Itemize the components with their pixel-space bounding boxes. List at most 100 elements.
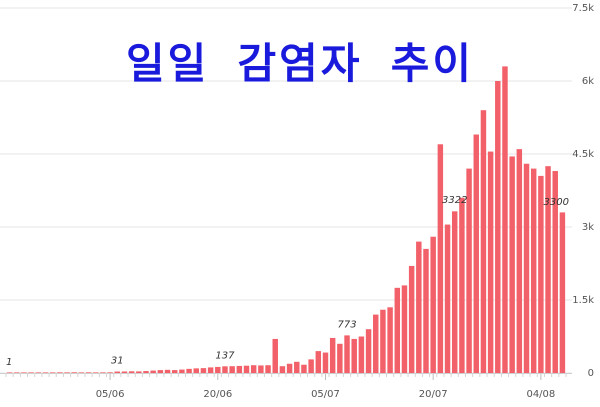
bar [416,241,422,373]
bar [250,365,257,373]
bar [157,370,164,373]
bar [459,197,465,373]
data-label: 3300 [544,197,569,208]
bar [150,370,156,373]
bar [523,163,530,373]
bar [437,144,444,373]
bar [358,336,365,373]
x-tick-label: 05/07 [311,389,340,400]
bar [136,371,142,373]
bar [387,307,393,373]
data-label: 773 [337,319,356,330]
bar [107,372,113,373]
bar [344,335,350,373]
bar [538,175,544,373]
bar [495,81,501,373]
bar [559,212,566,373]
bar [207,367,214,373]
bar [222,366,228,373]
bar [85,372,92,373]
y-tick-label: 4.5k [572,149,594,160]
bar [401,285,408,373]
bar [193,368,199,373]
bar [200,368,207,373]
bar [329,337,336,373]
bar [100,372,106,373]
bar [480,110,487,373]
bar [423,248,429,373]
data-label: 31 [111,356,124,367]
bar [64,372,70,373]
bar [243,365,250,373]
bar [530,168,537,373]
bar [430,236,436,373]
bar [258,365,264,373]
bar [78,372,85,373]
x-tick-label: 20/07 [419,389,448,400]
bar [215,366,221,373]
bar [552,171,558,373]
bar [301,364,307,373]
bar [186,368,192,373]
bar [6,372,13,373]
bar [114,371,121,373]
y-tick-label: 7.5k [572,3,594,14]
bar [473,134,479,373]
bar [57,372,63,373]
bar [28,372,34,373]
bar [272,338,278,373]
bar [35,372,42,373]
bar [516,149,523,373]
bar [286,363,293,373]
bar [322,352,329,373]
bar [42,372,49,373]
bar [128,371,135,373]
y-tick-label: 0 [588,368,594,379]
bar [49,372,56,373]
bar [93,372,99,373]
bar [315,351,322,373]
y-tick-label: 3k [582,222,594,233]
bar [466,168,472,373]
bar [380,309,386,373]
bar [308,359,314,373]
bar [451,211,458,373]
bar [229,366,235,373]
y-tick-label: 6k [582,76,594,87]
data-label: 1 [6,357,12,368]
bar [487,151,494,373]
bar [509,156,515,373]
axes: 0 1.5k 3k 4.5k 6k 7.5k 05/06 20/06 05/07 20/07 04/… [0,3,594,400]
data-labels: 1 31 137 773 3322 3300 [6,195,569,368]
bar [121,371,128,373]
y-tick-label: 1.5k [572,295,594,306]
grid [0,7,572,374]
bar [444,224,451,373]
bar [179,369,185,373]
bar [14,372,20,373]
bar [394,287,401,373]
bar [143,371,149,373]
bar [502,66,508,374]
data-label: 3322 [442,195,467,206]
bar [365,329,372,373]
bar [408,265,415,373]
x-tick-label: 05/06 [96,389,125,400]
bar [279,366,286,373]
x-tick-label: 20/06 [203,389,232,400]
bar [236,365,243,373]
bars [6,66,566,374]
bar [351,338,357,373]
bar [21,372,27,373]
x-tick-label: 04/08 [526,389,555,400]
bar [71,372,77,373]
bar [373,314,379,373]
bar [265,365,271,373]
data-label: 137 [215,350,235,361]
bar [337,343,343,373]
bar [164,369,171,373]
bar [545,166,551,373]
bar [294,361,300,373]
